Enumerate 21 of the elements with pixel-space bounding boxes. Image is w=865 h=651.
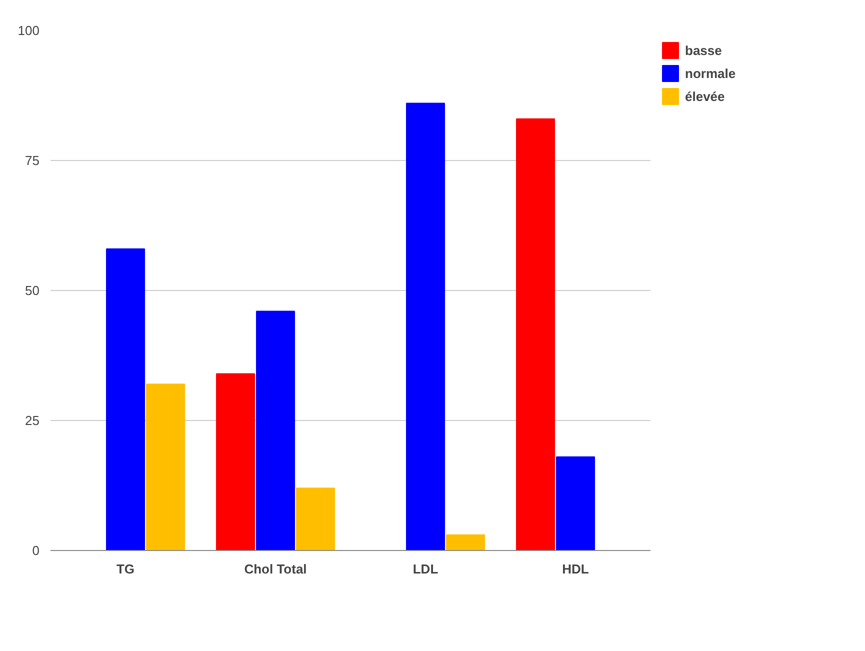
bar bbox=[106, 248, 145, 550]
bar bbox=[556, 456, 595, 550]
y-tick-label: 75 bbox=[25, 153, 40, 168]
y-tick-label: 50 bbox=[25, 283, 40, 298]
bar bbox=[406, 102, 445, 550]
bar bbox=[256, 310, 295, 550]
x-tick-label: LDL bbox=[412, 562, 438, 576]
y-tick-label: 25 bbox=[25, 413, 40, 428]
legend-label: élevée bbox=[685, 88, 725, 104]
y-tick-label: 100 bbox=[18, 23, 40, 38]
x-tick-label: Chol Total bbox=[244, 562, 307, 576]
y-tick-label: 0 bbox=[32, 543, 40, 558]
x-tick-label: HDL bbox=[562, 562, 589, 576]
bar bbox=[446, 534, 485, 550]
legend-label: normale bbox=[685, 66, 736, 80]
legend-label: basse bbox=[685, 42, 722, 58]
bar bbox=[216, 373, 255, 550]
x-tick-label: TG bbox=[116, 562, 135, 576]
bar bbox=[146, 384, 185, 550]
bar bbox=[296, 488, 335, 550]
bar bbox=[516, 118, 555, 550]
